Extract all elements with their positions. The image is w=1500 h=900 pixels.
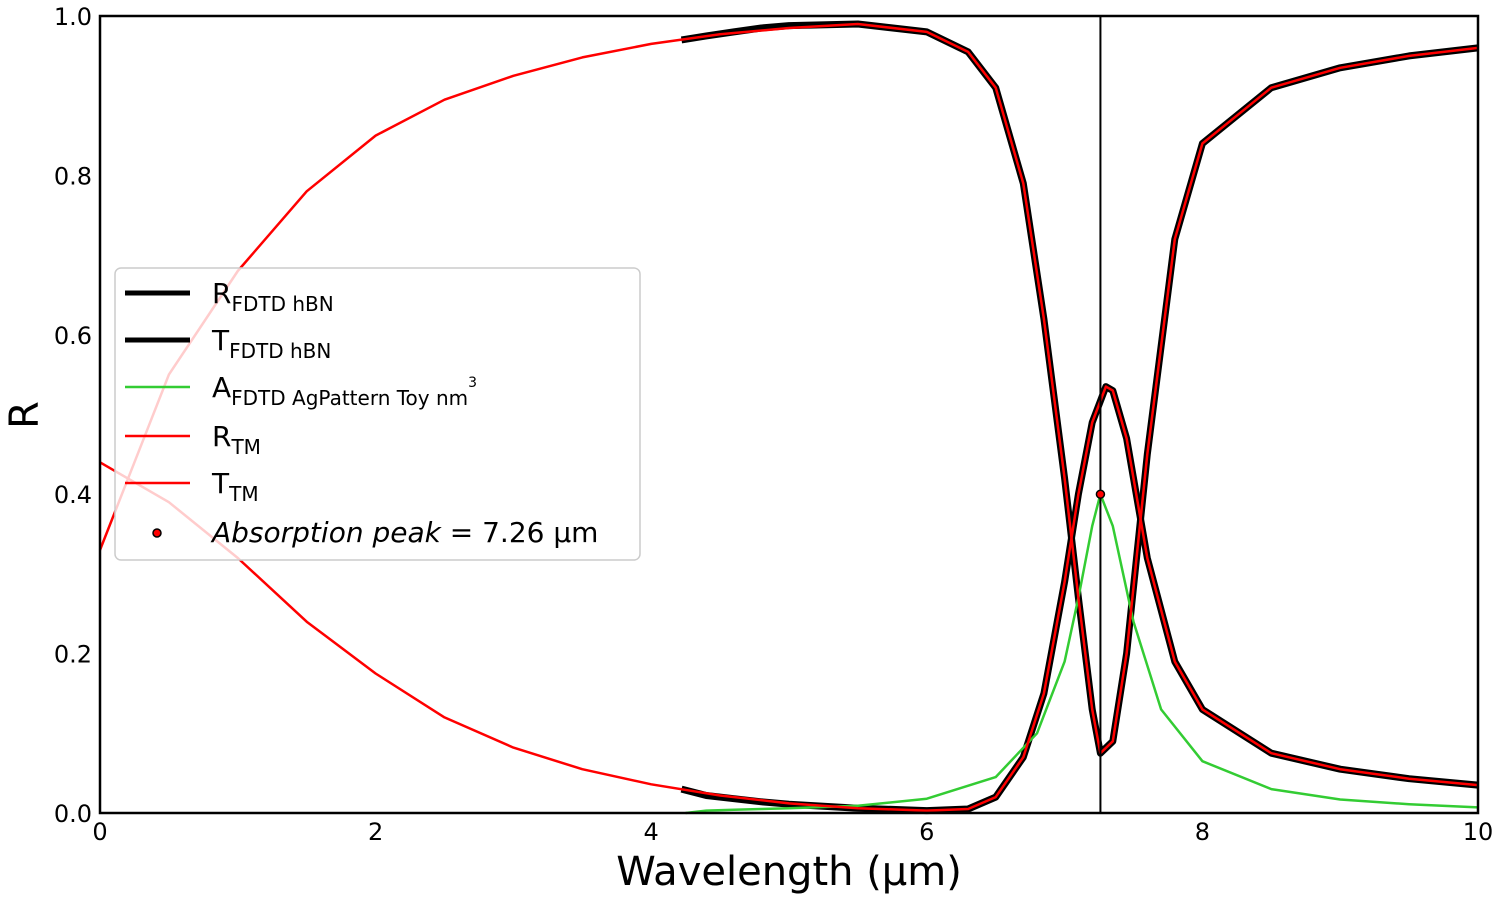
- x-tick-label: 2: [368, 818, 383, 846]
- x-tick-label: 4: [644, 818, 659, 846]
- absorption-peak-marker: [1095, 489, 1106, 499]
- series-line-R_TM: [98, 22, 1479, 755]
- x-tick-label: 6: [919, 818, 934, 846]
- legend-label-R_TM: RTM: [212, 420, 261, 459]
- series-line-T_TM: [99, 385, 1479, 812]
- series-line-R_fdtd: [680, 20, 1479, 757]
- legend-label-R_fdtd: RFDTD hBN: [212, 277, 334, 316]
- y-axis-label: R: [2, 401, 48, 429]
- y-tick-label: 1.0: [54, 3, 92, 31]
- legend-entries: RFDTD hBN TFDTD hBN AFDTD AgPattern Toy nm…: [125, 277, 598, 549]
- legend-label-A_fdtd: AFDTD AgPattern Toy nm3: [212, 371, 477, 410]
- legend-label-T_fdtd: TFDTD hBN: [211, 324, 331, 363]
- legend-frame: [114, 267, 641, 561]
- legend-label-peak: Absorption peak = 7.26 μm: [210, 516, 598, 549]
- series-layer: [98, 20, 1479, 815]
- x-tick-label: 10: [1463, 818, 1494, 846]
- y-tick-label: 0.0: [54, 800, 92, 828]
- x-tick-label: 8: [1195, 818, 1210, 846]
- x-tick-label: 0: [92, 818, 107, 846]
- y-tick-label: 0.6: [54, 322, 92, 350]
- legend-swatch-peak: [152, 528, 162, 538]
- legend: RFDTD hBN TFDTD hBN AFDTD AgPattern Toy nm…: [114, 267, 641, 561]
- tick-layer: 0 2 4 6 8 10 0.0 0.2 0.4 0.6 0.8 1.0: [54, 3, 1493, 846]
- legend-label-T_TM: TTM: [211, 467, 259, 506]
- y-tick-label: 0.8: [54, 162, 92, 190]
- y-tick-label: 0.4: [54, 481, 92, 509]
- y-tick-label: 0.2: [54, 641, 92, 669]
- plot-frame: [98, 14, 1480, 815]
- x-axis-label: Wavelength (μm): [616, 849, 962, 895]
